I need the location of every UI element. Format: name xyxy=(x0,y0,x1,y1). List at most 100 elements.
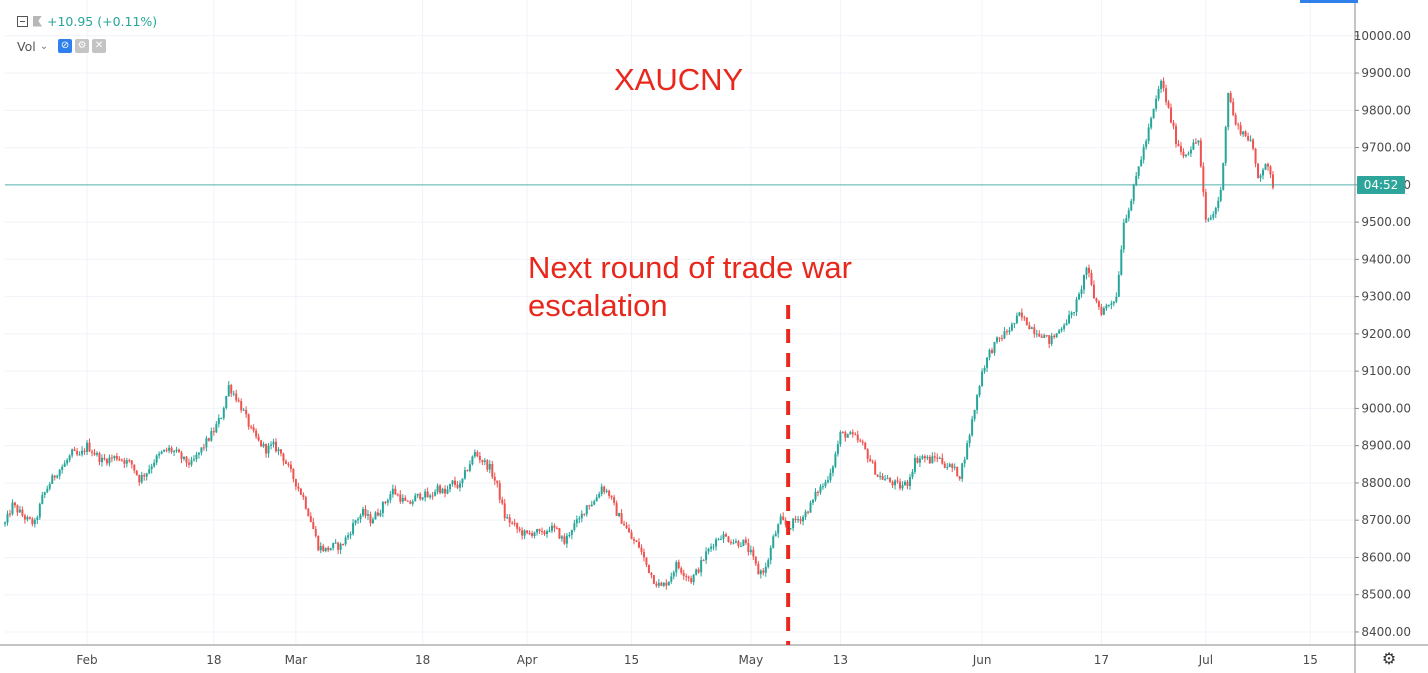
candle xyxy=(1242,131,1245,138)
candle-body xyxy=(501,499,504,504)
candle xyxy=(876,474,879,478)
candle xyxy=(1000,334,1003,342)
candle-body xyxy=(690,578,693,583)
candle xyxy=(386,498,389,506)
candle xyxy=(1045,334,1048,338)
candle-body xyxy=(160,451,163,454)
candle-body xyxy=(767,560,770,567)
candle-body xyxy=(143,474,146,477)
candle-body xyxy=(1262,169,1265,176)
candle xyxy=(468,460,471,473)
collapse-icon[interactable] xyxy=(17,15,28,27)
candle xyxy=(309,512,312,523)
candle-body xyxy=(792,518,795,529)
candle-body xyxy=(555,527,558,529)
candle-body xyxy=(1224,127,1227,163)
candle xyxy=(503,499,506,522)
candle xyxy=(1025,317,1028,326)
candle xyxy=(1202,162,1205,197)
volume-label[interactable]: Vol xyxy=(17,38,36,54)
candle-body xyxy=(16,505,19,513)
candle xyxy=(749,545,752,555)
candle xyxy=(88,438,91,452)
candle-body xyxy=(1179,146,1182,152)
candle-body xyxy=(486,460,489,470)
candle-body xyxy=(185,456,188,463)
candle xyxy=(277,447,280,456)
candle-body xyxy=(568,534,571,536)
candle xyxy=(727,535,730,543)
y-tick-label: 10000.00 xyxy=(1354,29,1411,43)
candle xyxy=(841,430,844,434)
candle xyxy=(434,489,437,497)
candle-body xyxy=(1152,108,1155,119)
candle xyxy=(1135,171,1138,187)
candle-body xyxy=(777,524,780,534)
candle-body xyxy=(1105,305,1108,309)
candle xyxy=(1063,323,1066,332)
candle-body xyxy=(379,513,382,516)
candle xyxy=(476,450,479,458)
candle-body xyxy=(889,478,892,482)
candle xyxy=(483,458,486,466)
y-tick-label: 9200.00 xyxy=(1361,327,1411,341)
candle-body xyxy=(376,512,379,516)
candle xyxy=(98,451,101,466)
candle xyxy=(354,519,357,526)
candle xyxy=(707,547,710,555)
candle-body xyxy=(235,393,238,401)
close-icon[interactable]: ✕ xyxy=(92,39,107,53)
gear-icon[interactable]: ⚙ xyxy=(1381,649,1397,668)
eye-icon[interactable]: ⊘ xyxy=(58,39,73,53)
candle xyxy=(573,519,576,532)
flag-icon[interactable] xyxy=(33,15,42,27)
candle xyxy=(690,575,693,584)
candle xyxy=(1120,245,1123,276)
candle-body xyxy=(63,463,66,467)
candle xyxy=(1187,151,1190,156)
candle-body xyxy=(170,447,173,452)
candle xyxy=(767,558,770,569)
candle xyxy=(789,528,792,530)
candle xyxy=(399,490,402,504)
candle-body xyxy=(682,572,685,577)
candle-body xyxy=(1073,312,1076,314)
candle-body xyxy=(304,497,307,509)
candle-body xyxy=(1135,175,1138,185)
candle xyxy=(493,472,496,485)
candle xyxy=(322,543,325,553)
candle-body xyxy=(93,452,96,455)
candle-body xyxy=(36,517,39,521)
candle-body xyxy=(550,525,553,531)
candle xyxy=(1010,322,1013,332)
candle xyxy=(205,435,208,452)
candle xyxy=(255,428,258,439)
candle-body xyxy=(1249,139,1252,141)
candle xyxy=(1058,328,1061,334)
candle xyxy=(352,519,355,536)
candle xyxy=(1102,306,1105,316)
gear-icon[interactable]: ⚙ xyxy=(75,39,90,53)
candle-body xyxy=(33,520,36,525)
candle xyxy=(1075,296,1078,317)
candle xyxy=(533,531,536,539)
candle xyxy=(270,441,273,450)
candle xyxy=(700,556,703,577)
chevron-down-icon[interactable]: ⌄ xyxy=(39,40,49,52)
x-tick-label: 15 xyxy=(624,653,639,667)
candle xyxy=(1165,84,1168,106)
candle-body xyxy=(105,459,108,464)
candle xyxy=(928,454,931,464)
candle-body xyxy=(332,542,335,549)
candle-body xyxy=(1132,184,1135,201)
candle-body xyxy=(1023,317,1026,319)
candle xyxy=(150,463,153,474)
candle xyxy=(429,493,432,500)
candle-body xyxy=(998,337,1001,339)
candle xyxy=(329,547,332,551)
candle xyxy=(473,449,476,459)
candle-body xyxy=(371,519,374,524)
candle-body xyxy=(1242,131,1245,135)
candle xyxy=(1080,285,1083,298)
